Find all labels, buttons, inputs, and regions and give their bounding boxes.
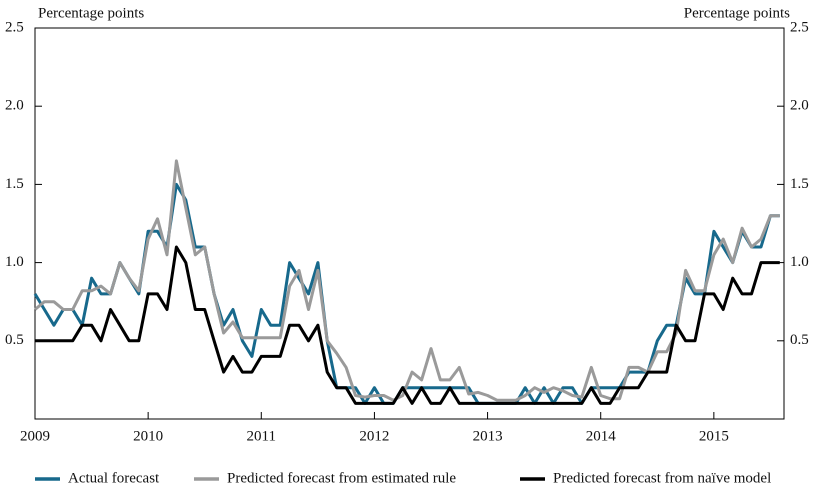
series-line [34, 159, 780, 402]
x-tick-label: 2010 [133, 428, 163, 444]
y2-tick-label: 2.5 [790, 19, 809, 35]
x-tick-label: 2015 [699, 428, 729, 444]
y-tick-label: 0.5 [5, 332, 24, 348]
y2-tick-label: 1.0 [790, 254, 809, 270]
y-tick-label: 1.5 [5, 176, 24, 192]
x-tick-label: 2011 [247, 428, 276, 444]
x-tick-label: 2009 [20, 428, 50, 444]
y2-tick-label: 0.5 [790, 332, 809, 348]
legend-label: Predicted forecast from estimated rule [227, 470, 456, 486]
plot-frame [34, 27, 785, 420]
series-line [35, 245, 780, 405]
x-tick-label: 2012 [359, 428, 389, 444]
y-axis-label: Percentage points [38, 5, 144, 21]
y-tick-label: 2.0 [5, 98, 24, 114]
y-tick-label: 1.0 [5, 254, 24, 270]
y2-tick-label: 1.5 [790, 176, 809, 192]
legend-label: Predicted forecast from naïve model [553, 470, 771, 486]
legend-label: Actual forecast [68, 470, 160, 486]
y-tick-label: 2.5 [5, 19, 24, 35]
y2-axis-label: Percentage points [684, 5, 790, 21]
x-tick-label: 2013 [473, 428, 503, 444]
x-tick-label: 2014 [586, 428, 617, 444]
y2-tick-label: 2.0 [790, 98, 809, 114]
